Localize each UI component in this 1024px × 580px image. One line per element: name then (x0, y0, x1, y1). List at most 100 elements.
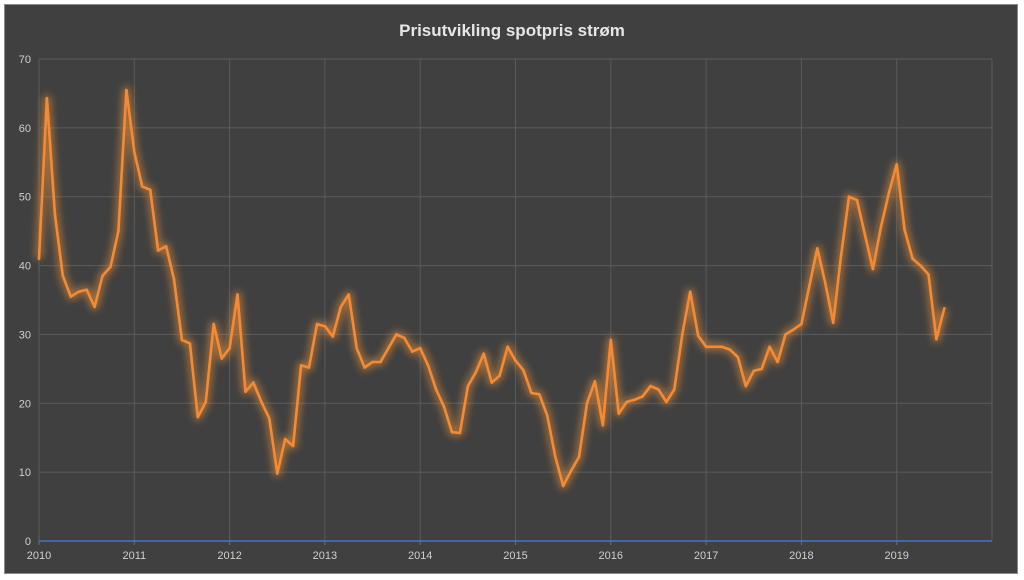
data-point (339, 305, 343, 309)
data-point (395, 333, 398, 336)
data-point (546, 414, 549, 418)
data-point (847, 195, 851, 198)
chart-title: Prisutvikling spotpris strøm (399, 21, 625, 40)
data-point (450, 430, 454, 434)
data-point (426, 364, 430, 367)
data-point (712, 345, 716, 349)
data-point (347, 293, 351, 296)
data-point (212, 322, 215, 326)
data-point (236, 293, 239, 296)
data-point (649, 384, 652, 388)
data-point (268, 417, 271, 420)
data-point (625, 400, 628, 404)
data-point (77, 290, 80, 294)
data-point (688, 290, 692, 294)
data-point (220, 357, 223, 360)
data-point (863, 233, 867, 236)
data-point (569, 469, 573, 473)
x-tick-label: 2010 (27, 550, 51, 562)
data-point (744, 384, 748, 388)
y-tick-label: 60 (19, 123, 31, 135)
data-point (855, 198, 859, 202)
data-point (53, 212, 57, 216)
x-tick-label: 2013 (313, 550, 337, 562)
data-point (260, 400, 263, 404)
data-point (101, 274, 104, 278)
data-point (252, 381, 255, 384)
data-point (148, 188, 152, 192)
data-point (117, 229, 120, 233)
x-tick-label: 2016 (599, 550, 623, 562)
data-point (752, 369, 756, 373)
data-point (593, 380, 597, 383)
series-layer (35, 86, 948, 490)
data-point (37, 257, 41, 260)
data-point (403, 336, 406, 340)
data-point (927, 273, 930, 276)
data-point (561, 484, 565, 488)
data-point (538, 393, 541, 396)
data-point (299, 364, 303, 367)
data-point (156, 249, 160, 252)
data-point (180, 338, 184, 342)
data-point (506, 345, 509, 349)
y-tick-label: 50 (19, 192, 31, 204)
data-point (283, 437, 287, 441)
data-point (411, 350, 414, 353)
data-point (244, 390, 247, 393)
data-point (85, 288, 88, 292)
y-tick-label: 0 (25, 536, 31, 548)
data-point (172, 278, 176, 281)
data-point (307, 366, 311, 369)
x-tick-label: 2014 (408, 550, 432, 562)
data-point (379, 360, 382, 364)
y-tick-label: 70 (19, 54, 31, 66)
data-point (140, 185, 144, 188)
data-point (641, 395, 644, 398)
data-point (315, 322, 319, 326)
data-point (553, 455, 557, 458)
data-point (673, 388, 676, 391)
data-point (371, 360, 374, 364)
data-point (800, 322, 803, 326)
data-point (109, 265, 112, 269)
data-point (681, 333, 684, 336)
data-point (792, 328, 795, 331)
data-point (895, 163, 898, 166)
data-point (784, 333, 787, 336)
data-point (911, 257, 914, 260)
data-point (204, 400, 208, 404)
data-point (61, 274, 65, 278)
data-point (577, 455, 581, 459)
data-point (887, 192, 891, 195)
data-point (514, 359, 517, 362)
data-point (196, 415, 200, 419)
data-point (935, 337, 938, 341)
chart-frame: Prisutvikling spotpris strøm 0 10 20 30 40 50… (4, 4, 1018, 574)
grid-lines (38, 58, 993, 545)
data-point (276, 472, 279, 475)
data-point (434, 388, 438, 391)
x-tick-label: 2019 (884, 550, 908, 562)
data-point (871, 267, 875, 271)
data-point (696, 334, 700, 338)
tick-labels: 0 10 20 30 40 50 60 70 2010 2011 2012 2013 2014 2015 2… (19, 54, 909, 562)
data-point (839, 253, 843, 257)
data-point (633, 398, 636, 402)
y-tick-label: 20 (19, 398, 31, 410)
data-point (704, 345, 708, 349)
data-point (69, 295, 73, 298)
data-point (776, 360, 779, 364)
data-point (943, 307, 946, 310)
data-point (617, 412, 620, 415)
y-tick-label: 40 (19, 261, 31, 273)
data-point (585, 402, 589, 405)
data-point (736, 355, 740, 359)
data-point (530, 391, 533, 395)
series-line (37, 88, 946, 488)
data-point (45, 96, 49, 100)
data-point (609, 338, 613, 342)
data-point (164, 245, 168, 248)
data-point (760, 367, 763, 371)
data-point (665, 400, 668, 404)
